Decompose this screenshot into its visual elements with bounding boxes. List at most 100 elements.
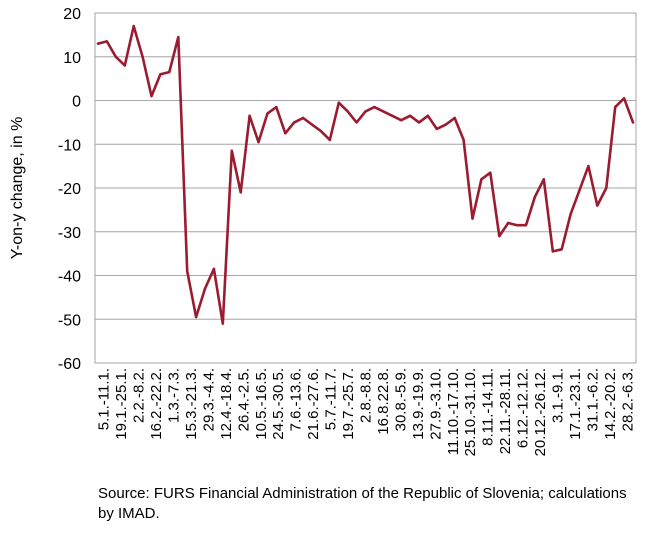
data-point — [301, 116, 305, 120]
data-point — [257, 140, 260, 144]
y-axis-label: Y-on-y change, in % — [9, 117, 26, 260]
x-tick-label: 16.2.-22.2. — [148, 368, 165, 440]
data-point — [515, 224, 519, 227]
x-tick-label: 19.7.-25.7. — [340, 368, 357, 440]
data-point — [177, 35, 180, 39]
data-point — [560, 248, 563, 251]
x-tick-label: 31.1.-6.2. — [584, 368, 601, 431]
x-tick-label: 16.8.22.8. — [375, 368, 392, 435]
data-point — [266, 112, 269, 115]
data-point — [605, 186, 608, 190]
data-point — [310, 123, 314, 126]
x-tick-label: 11.10.-17.10. — [445, 368, 462, 455]
x-tick-label: 20.12.-26.12. — [532, 368, 549, 456]
data-point — [569, 213, 572, 216]
data-point — [284, 132, 287, 135]
data-point — [239, 191, 242, 194]
x-tick-label: 10.5.-16.5. — [253, 368, 270, 440]
x-tick-label: 22.11.-28.11. — [497, 368, 514, 454]
data-point — [346, 110, 349, 113]
data-point — [105, 40, 109, 43]
y-tick-label: -60 — [58, 356, 81, 373]
data-point — [203, 287, 207, 290]
data-point — [328, 138, 331, 142]
data-point — [489, 171, 492, 174]
y-tick-label: 20 — [63, 6, 81, 23]
x-tick-label: 13.9.-19.9. — [410, 368, 427, 440]
data-point — [212, 267, 216, 271]
data-point — [382, 110, 385, 113]
y-tick-label: -30 — [58, 225, 81, 242]
data-point — [391, 114, 394, 118]
data-point — [400, 119, 403, 122]
x-tick-label: 5.7.-11.7. — [323, 368, 340, 430]
data-point — [426, 114, 430, 118]
y-tick-label: -10 — [58, 137, 81, 154]
data-point — [471, 217, 474, 220]
x-tick-label: 6.12.-12.12. — [515, 368, 532, 448]
data-point — [551, 250, 554, 253]
data-point — [480, 178, 483, 181]
data-point — [542, 178, 545, 181]
x-tick-label: 21.6.-27.6. — [305, 368, 322, 440]
data-point — [462, 138, 465, 142]
x-tick-label: 30.8.-5.9. — [392, 368, 409, 431]
x-tick-label: 27.9.-3.10. — [427, 368, 444, 440]
x-tick-label: 5.1.-11.1. — [96, 368, 113, 430]
x-tick-label: 14.2.-20.2. — [602, 368, 619, 440]
x-tick-label: 3.1.-9.1. — [550, 368, 567, 423]
y-tick-label: -50 — [58, 312, 81, 329]
data-point — [417, 121, 421, 124]
data-point — [230, 149, 233, 152]
x-tick-label: 25.10.-31.10. — [462, 368, 479, 456]
data-point — [319, 129, 323, 133]
data-point — [96, 42, 100, 45]
data-point — [364, 110, 367, 113]
x-tick-label: 17.1.-23.1. — [567, 368, 584, 440]
data-point — [355, 121, 358, 124]
data-point — [533, 195, 537, 198]
data-point — [408, 114, 412, 118]
x-tick-label: 12.4.-18.4. — [218, 368, 235, 440]
data-point — [373, 105, 376, 109]
data-point — [507, 221, 510, 225]
x-tick-label: 2.8.-8.8. — [358, 368, 375, 423]
data-point — [498, 234, 501, 238]
data-point — [614, 105, 617, 109]
data-point — [123, 64, 127, 67]
data-point — [578, 189, 581, 192]
x-tick-label: 28.2.-6.3. — [619, 368, 636, 431]
data-point — [186, 269, 189, 273]
data-point — [453, 116, 456, 120]
x-tick-label: 7.6.-13.6. — [288, 368, 305, 431]
x-tick-label: 29.3.-4.4. — [200, 368, 217, 431]
data-point — [221, 322, 224, 325]
x-tick-label: 26.4.-2.5. — [235, 368, 252, 431]
data-point — [275, 105, 278, 109]
data-point — [159, 73, 162, 76]
data-point — [631, 121, 635, 124]
x-tick-label: 8.11.-14.11. — [480, 368, 497, 446]
y-tick-label: 10 — [63, 50, 81, 67]
data-point — [248, 114, 251, 118]
data-point — [622, 97, 626, 100]
data-point — [150, 94, 153, 98]
y-tick-label: 0 — [72, 94, 81, 111]
data-point — [194, 315, 198, 319]
series-line — [96, 24, 635, 325]
x-tick-label: 2.2.-8.2. — [131, 368, 148, 423]
data-point — [435, 127, 438, 131]
data-point — [114, 55, 118, 58]
data-point — [132, 24, 135, 28]
data-point — [141, 55, 144, 58]
x-tick-label: 15.3.-21.3. — [183, 368, 200, 440]
x-tick-label: 19.1.-25.1. — [113, 368, 130, 440]
data-point — [596, 204, 599, 207]
data-point — [293, 121, 296, 124]
data-point — [168, 70, 171, 74]
x-tick-label: 1.3.-7.3. — [166, 368, 183, 423]
data-point — [337, 101, 340, 104]
source-note: Source: FURS Financial Administration of… — [98, 485, 627, 522]
